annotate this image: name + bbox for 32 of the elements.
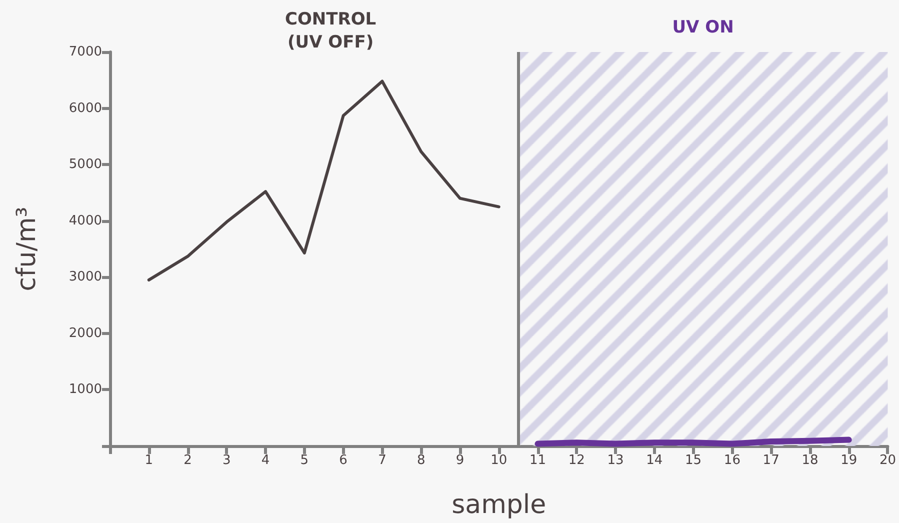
x-tick-label: 18 [802,453,818,468]
x-tick-label: 8 [416,453,426,468]
x-tick-label: 12 [568,453,585,468]
x-axis-title: sample [452,490,546,520]
x-tick-label: 5 [300,453,309,468]
x-tick-label: 1 [144,453,154,468]
x-tick-label: 17 [762,453,780,468]
x-tick-label: 2 [184,453,192,468]
x-tick-label: 6 [339,453,348,468]
x-tick-label: 19 [840,453,858,468]
x-tick-label: 16 [724,453,740,468]
x-tick-label: 15 [685,453,702,468]
x-tick-label: 4 [261,453,270,468]
y-tick-label: 4000 [68,213,102,228]
y-axis-title: cfu/m³ [12,206,42,292]
band-label: UV ON [672,18,734,38]
y-tick-label: 6000 [68,100,102,116]
line-series [147,80,500,282]
y-tick-label: 3000 [68,270,102,285]
x-tick-label: 20 [879,453,896,468]
x-tick-label: 3 [222,453,231,468]
y-tick-label: 7000 [68,44,102,60]
x-tick-label: 11 [529,453,546,468]
x-tick-label: 13 [607,453,624,468]
x-tick-label: 14 [646,453,663,468]
y-tick-label: 1000 [68,382,102,398]
annotation: CONTROL (UV OFF) [284,10,376,52]
x-tick-label: 9 [456,453,464,468]
y-tick-label: 2000 [68,326,102,341]
x-tick-label: 10 [490,453,508,468]
x-tick-label: 7 [378,453,386,468]
y-tick-label: 5000 [68,157,102,172]
